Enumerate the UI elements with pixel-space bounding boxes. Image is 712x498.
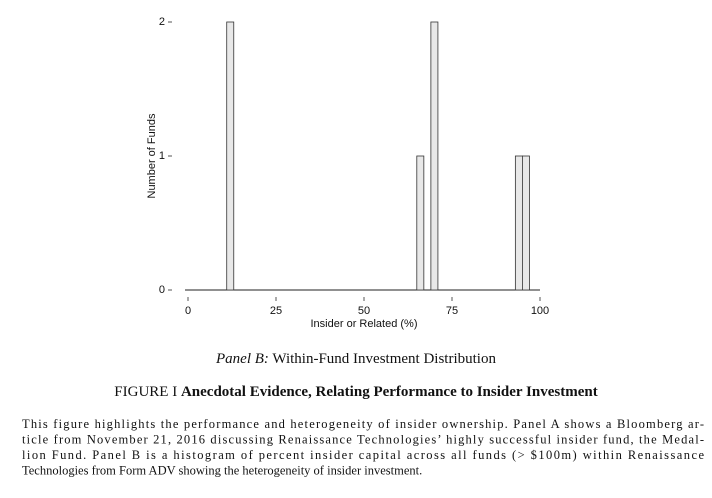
y-tick-label: 1 (159, 150, 165, 162)
panel-label: Panel B: (215, 351, 269, 367)
caption-line: ticle from November 21, 2016 discussing … (22, 432, 704, 446)
figure-label: FIGURE I (114, 384, 177, 400)
caption-paragraph: This figure highlights the performance a… (22, 417, 704, 478)
caption-line: This figure highlights the performance a… (22, 417, 704, 431)
x-tick-label: 75 (446, 305, 458, 317)
figure-caption: FIGURE I Anecdotal Evidence, Relating Pe… (114, 384, 597, 400)
panel-caption: Panel B: Within-Fund Investment Distribu… (215, 351, 496, 367)
x-tick-label: 25 (270, 305, 282, 317)
x-tick-label: 100 (531, 305, 549, 317)
bar (430, 21, 439, 291)
caption-line: Technologies from Form ADV showing the h… (22, 463, 422, 477)
bar (226, 21, 235, 291)
x-tick-label: 50 (358, 305, 370, 317)
bar (522, 155, 530, 291)
y-tick-label: 2 (159, 16, 165, 28)
y-axis-label: Number of Funds (146, 113, 158, 198)
x-axis-label: Insider or Related (%) (311, 318, 418, 330)
figure-title: Anecdotal Evidence, Relating Performance… (181, 384, 598, 400)
y-tick-label: 0 (159, 284, 165, 296)
bar (514, 155, 523, 291)
bar (416, 155, 425, 291)
panel-title: Within-Fund Investment Distribution (272, 351, 496, 367)
caption-line: lion Fund. Panel B is a histogram of per… (22, 448, 704, 462)
x-tick-label: 0 (185, 305, 191, 317)
